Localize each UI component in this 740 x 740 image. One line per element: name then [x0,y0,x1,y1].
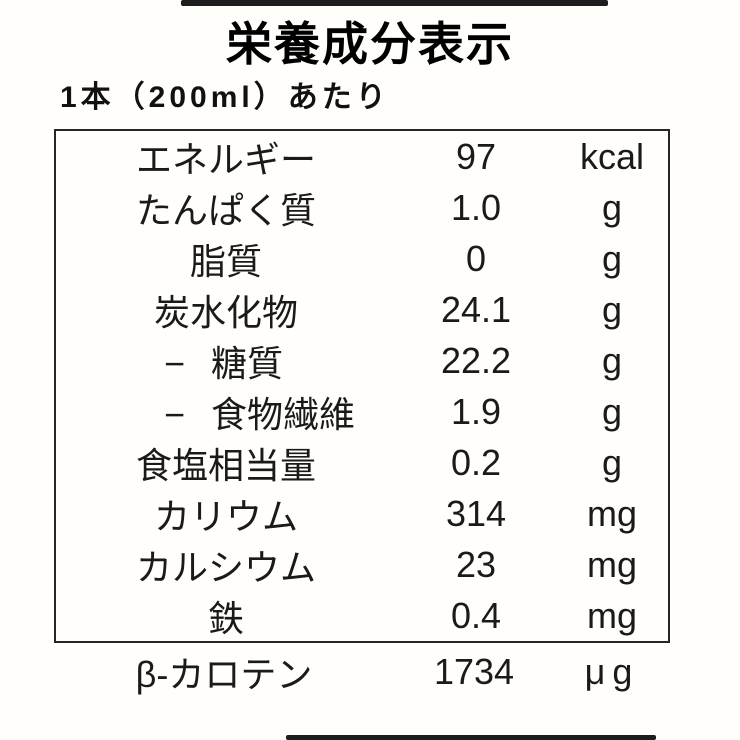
nutrient-unit: mg [586,493,637,534]
table-row-potassium: カリウム 314 mg [56,488,668,539]
nutrient-value: 23 [455,544,497,585]
nutrient-unit: g [601,391,623,432]
nutrient-unit: g [601,340,623,381]
nutrient-value: 24.1 [440,289,512,330]
table-row-protein: たんぱく質 1.0 g [56,182,668,233]
table-row-calcium: カルシウム 23 mg [56,539,668,590]
table-row-carbohydrate: 炭水化物 24.1 g [56,284,668,335]
nutrient-value: 1.0 [450,187,502,228]
nutrient-name: 炭水化物 [153,292,298,333]
nutrient-unit: mg [586,544,637,585]
table-row-fat: 脂質 0 g [56,233,668,284]
nutrient-name: β-カロテン [135,654,313,695]
nutrient-value: 1.9 [450,391,502,432]
nutrient-name: カリウム [153,496,298,537]
nutrient-unit: mg [586,595,637,636]
nutrient-name: 鉄 [207,598,244,639]
nutrient-name-text: 糖質 [211,343,284,384]
nutrient-unit: μg [584,651,640,692]
nutrient-value: 97 [455,136,497,177]
nutrient-name: カルシウム [135,547,316,588]
nutrient-value: 0 [465,238,487,279]
nutrient-unit: g [601,289,623,330]
nutrient-value: 0.2 [450,442,502,483]
sub-item-dash: − [164,394,186,435]
top-crop-bar [181,0,608,6]
table-row-energy: エネルギー 97 kcal [56,131,668,182]
table-row-dietary-fiber: − 食物繊維 1.9 g [56,386,668,437]
nutrient-name: − 食物繊維 [56,386,396,438]
nutrient-name-text: 食物繊維 [211,394,356,435]
table-row-salt-equivalent: 食塩相当量 0.2 g [56,437,668,488]
table-row-beta-carotene: β-カロテン 1734 μg [54,646,670,698]
table-row-iron: 鉄 0.4 mg [56,590,668,641]
nutrition-table: エネルギー 97 kcal たんぱく質 1.0 g 脂質 0 g 炭水化物 24… [54,129,670,643]
serving-size-text: 1本（200ml）あたり [60,81,390,114]
nutrient-unit: g [601,238,623,279]
nutrient-name: たんぱく質 [135,190,316,231]
nutrient-value: 22.2 [440,340,512,381]
bottom-crop-bar [286,735,656,740]
nutrient-unit: g [601,187,623,228]
nutrient-value: 314 [445,493,507,534]
nutrient-unit: g [601,442,623,483]
sub-item-dash: − [164,343,186,384]
table-row-sugars: − 糖質 22.2 g [56,335,668,386]
nutrient-unit: kcal [579,136,645,177]
nutrient-name: − 糖質 [56,335,396,387]
nutrient-name: エネルギー [135,139,316,180]
nutrient-value: 0.4 [450,595,502,636]
nutrient-name: 脂質 [189,241,262,282]
page-title: 栄養成分表示 [226,18,514,70]
nutrient-name: 食塩相当量 [135,445,316,486]
nutrient-value: 1734 [433,651,515,692]
